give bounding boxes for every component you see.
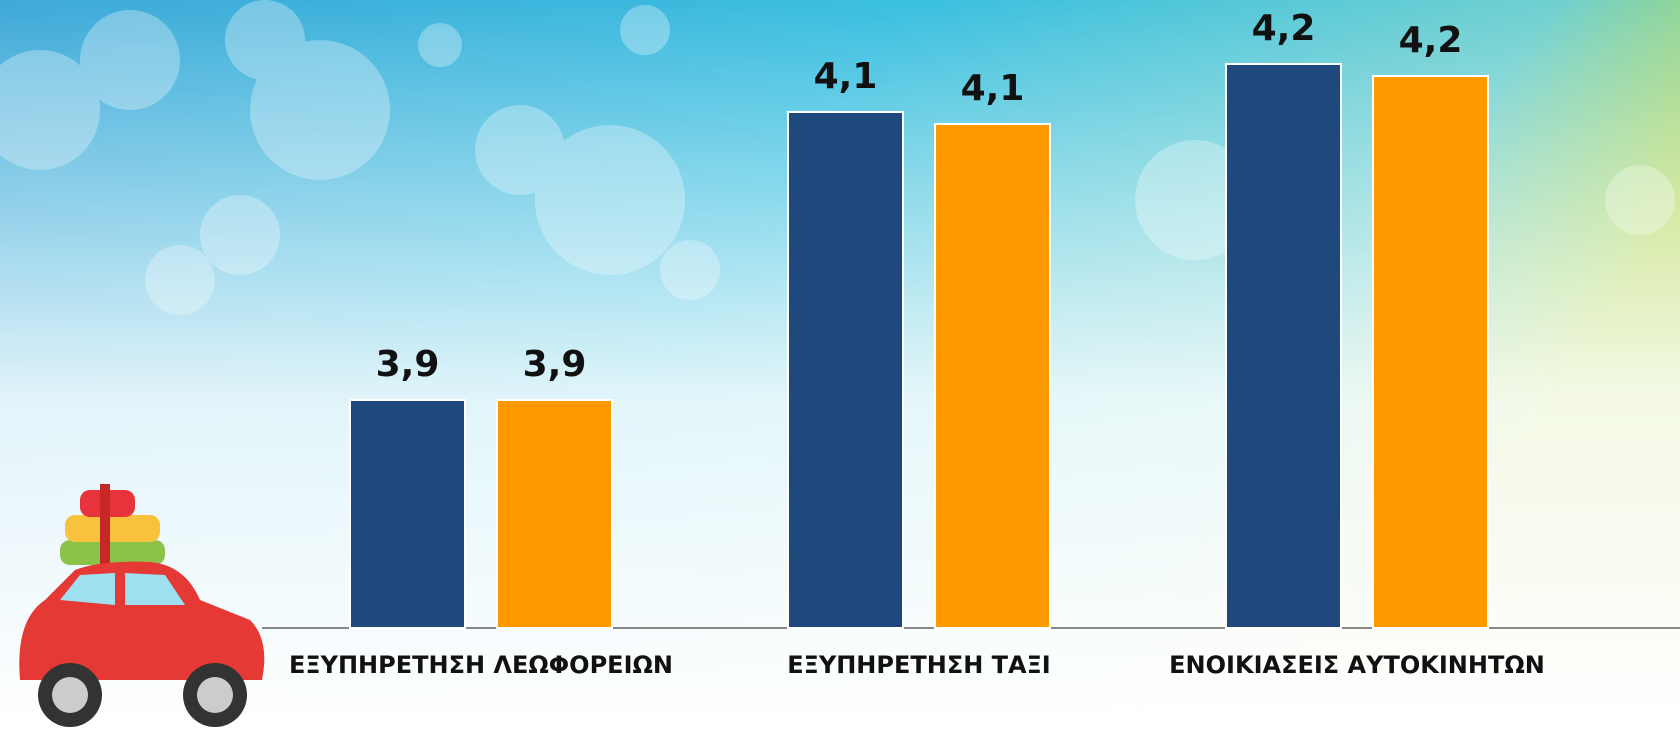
bar <box>350 400 465 628</box>
bar <box>497 400 612 628</box>
chart: ΕΞΥΠΗΡΕΤΗΣΗ ΛΕΩΦΟΡΕΙΩΝ 3,9 3,9 ΕΞΥΠΗΡΕΤΗΣΗ … <box>0 0 1680 727</box>
x-tick-label: ΕΞΥΠΗΡΕΤΗΣΗ ΛΕΩΦΟΡΕΙΩΝ <box>289 651 673 679</box>
value-label: 4,1 <box>961 68 1025 109</box>
x-tick-label: ΕΝΟΙΚΙΑΣΕΙΣ ΑΥΤΟΚΙΝΗΤΩΝ <box>1169 651 1545 679</box>
value-label: 3,9 <box>376 344 440 385</box>
value-label: 4,2 <box>1252 8 1316 49</box>
bar <box>935 124 1050 628</box>
value-label: 3,9 <box>523 344 587 385</box>
bar <box>1373 76 1488 628</box>
x-tick-label: ΕΞΥΠΗΡΕΤΗΣΗ ΤΑΞΙ <box>787 651 1050 679</box>
value-label: 4,2 <box>1399 20 1463 61</box>
bar <box>1226 64 1341 628</box>
value-label: 4,1 <box>814 56 878 97</box>
bar <box>788 112 903 628</box>
